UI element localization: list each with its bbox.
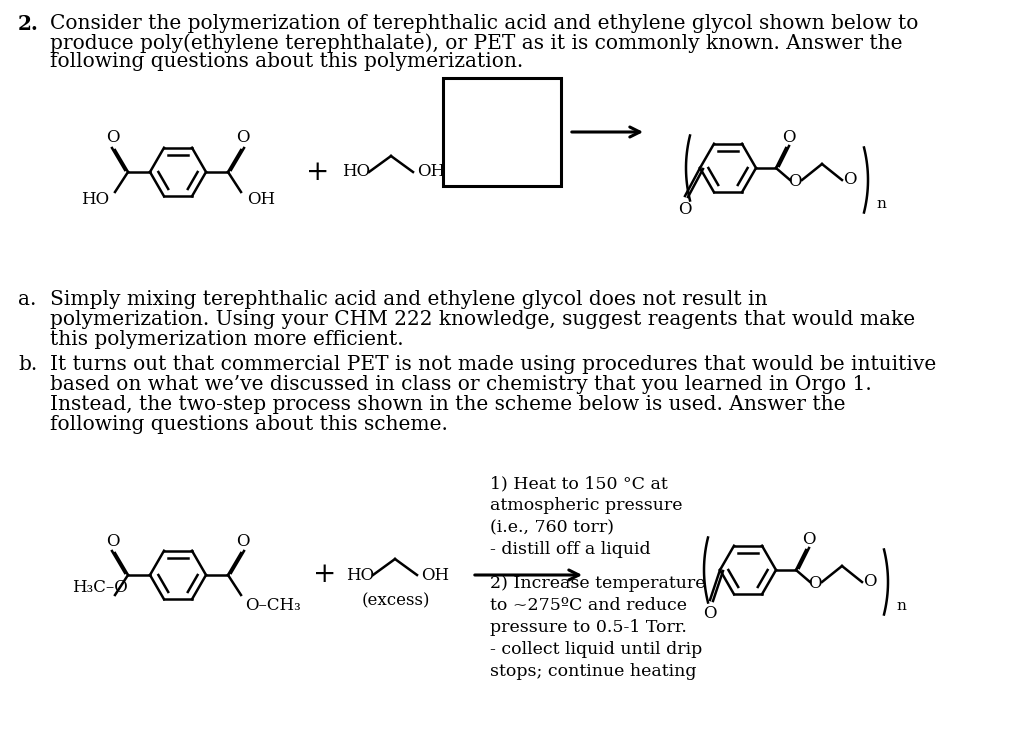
Bar bbox=[443, 78, 561, 186]
Text: this polymerization more efficient.: this polymerization more efficient. bbox=[50, 330, 403, 349]
Text: OH: OH bbox=[421, 567, 450, 584]
Text: polymerization. Using your CHM 222 knowledge, suggest reagents that would make: polymerization. Using your CHM 222 knowl… bbox=[50, 310, 915, 329]
Text: following questions about this scheme.: following questions about this scheme. bbox=[50, 415, 447, 434]
Text: H₃C–O: H₃C–O bbox=[72, 579, 128, 596]
Text: O: O bbox=[802, 531, 816, 548]
Text: following questions about this polymerization.: following questions about this polymeriz… bbox=[50, 52, 523, 71]
Text: stops; continue heating: stops; continue heating bbox=[490, 663, 696, 680]
Text: - collect liquid until drip: - collect liquid until drip bbox=[490, 641, 702, 658]
Text: (excess): (excess) bbox=[361, 593, 430, 610]
Text: O: O bbox=[782, 128, 796, 145]
Text: O: O bbox=[703, 604, 717, 621]
Text: O–CH₃: O–CH₃ bbox=[245, 596, 301, 613]
Text: 2) Increase temperature: 2) Increase temperature bbox=[490, 575, 706, 592]
Text: (i.e., 760 torr): (i.e., 760 torr) bbox=[490, 519, 614, 536]
Text: pressure to 0.5-1 Torr.: pressure to 0.5-1 Torr. bbox=[490, 619, 687, 636]
Text: n: n bbox=[876, 197, 886, 211]
Text: +: + bbox=[306, 159, 330, 185]
Text: +: + bbox=[313, 562, 337, 588]
Text: based on what we’ve discussed in class or chemistry that you learned in Orgo 1.: based on what we’ve discussed in class o… bbox=[50, 375, 871, 394]
Text: O: O bbox=[808, 576, 821, 593]
Text: O: O bbox=[237, 129, 250, 147]
Text: O: O bbox=[678, 201, 692, 218]
Text: O: O bbox=[237, 533, 250, 550]
Text: 2.: 2. bbox=[18, 14, 39, 34]
Text: O: O bbox=[843, 171, 857, 188]
Text: - distill off a liquid: - distill off a liquid bbox=[490, 541, 650, 558]
Text: produce poly(ethylene terephthalate), or PET as it is commonly known. Answer the: produce poly(ethylene terephthalate), or… bbox=[50, 33, 902, 52]
Text: O: O bbox=[863, 573, 877, 590]
Text: OH: OH bbox=[247, 191, 275, 209]
Text: It turns out that commercial PET is not made using procedures that would be intu: It turns out that commercial PET is not … bbox=[50, 355, 936, 374]
Text: a.: a. bbox=[18, 290, 37, 309]
Text: OH: OH bbox=[417, 164, 445, 181]
Text: O: O bbox=[788, 173, 802, 190]
Text: atmospheric pressure: atmospheric pressure bbox=[490, 497, 683, 514]
Text: Simply mixing terephthalic acid and ethylene glycol does not result in: Simply mixing terephthalic acid and ethy… bbox=[50, 290, 768, 309]
Text: b.: b. bbox=[18, 355, 37, 374]
Text: HO: HO bbox=[81, 191, 110, 209]
Text: HO: HO bbox=[342, 164, 370, 181]
Text: Instead, the two-step process shown in the scheme below is used. Answer the: Instead, the two-step process shown in t… bbox=[50, 395, 846, 414]
Text: to ~275ºC and reduce: to ~275ºC and reduce bbox=[490, 597, 687, 614]
Text: O: O bbox=[106, 129, 120, 147]
Text: Consider the polymerization of terephthalic acid and ethylene glycol shown below: Consider the polymerization of terephtha… bbox=[50, 14, 919, 33]
Text: 1) Heat to 150 °C at: 1) Heat to 150 °C at bbox=[490, 475, 668, 492]
Text: HO: HO bbox=[346, 567, 374, 584]
Text: n: n bbox=[896, 599, 906, 613]
Text: O: O bbox=[106, 533, 120, 550]
